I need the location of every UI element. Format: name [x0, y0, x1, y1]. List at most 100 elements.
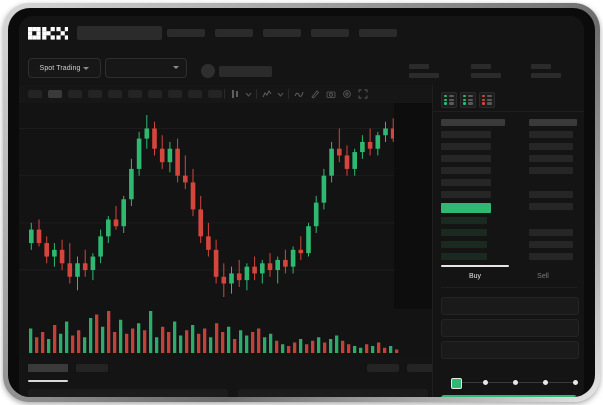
orders-tab-0[interactable] — [28, 364, 68, 372]
pencil-draw-icon[interactable] — [310, 89, 320, 99]
orderbook-size-cell[interactable] — [529, 241, 573, 248]
timeframe-button-5[interactable] — [128, 90, 142, 98]
orderbook-mode-bar — [486, 98, 492, 101]
trading-pair-select[interactable] — [105, 58, 187, 78]
stat-label — [409, 64, 429, 69]
buy-tab-underline — [441, 265, 509, 267]
chevron-down-icon — [83, 66, 90, 70]
chevron-down-icon — [173, 66, 179, 69]
settings-gear-icon[interactable] — [342, 89, 352, 99]
fullscreen-icon[interactable] — [358, 89, 368, 99]
camera-snapshot-icon[interactable] — [326, 89, 336, 99]
indicators-icon[interactable] — [262, 89, 272, 99]
orderbook-mode-bar — [482, 95, 485, 98]
orderbook-ask-row[interactable] — [441, 167, 491, 174]
orderbook-mode-bar — [463, 95, 466, 98]
trendline-icon[interactable] — [294, 89, 304, 99]
orderbook-ask-row[interactable] — [441, 131, 491, 138]
orderbook-ask-row[interactable] — [441, 155, 491, 162]
market-type-label: Spot Trading — [39, 64, 81, 72]
timeframe-button-3[interactable] — [88, 90, 102, 98]
timeframe-button-8[interactable] — [188, 90, 202, 98]
timeframe-button-7[interactable] — [168, 90, 182, 98]
nav-item-2[interactable] — [263, 29, 301, 37]
timeframe-button-4[interactable] — [108, 90, 122, 98]
slider-handle-icon[interactable] — [451, 378, 462, 389]
orderbook-and-order-form: Buy Sell — [432, 85, 584, 397]
orderbook-size-cell[interactable] — [529, 143, 573, 150]
orderbook-ask-row[interactable] — [441, 143, 491, 150]
nav-item-1[interactable] — [215, 29, 253, 37]
stat-value — [531, 73, 561, 78]
device-screen: Spot Trading — [8, 8, 595, 397]
orderbook-last-price-row — [441, 203, 491, 213]
orderbook-mode-bar — [448, 102, 454, 105]
orderbook-ask-row[interactable] — [441, 191, 491, 198]
orderbook-bid-row[interactable] — [441, 241, 487, 248]
orderbook-mode-bar — [444, 102, 447, 105]
timeframe-button-6[interactable] — [148, 90, 162, 98]
tab-sell[interactable]: Sell — [537, 273, 549, 280]
orderbook-size-cell[interactable] — [529, 155, 573, 162]
orderbook-size-cell[interactable] — [529, 167, 573, 174]
order-field-2[interactable] — [441, 341, 579, 359]
orderbook-size-cell[interactable] — [529, 203, 573, 210]
orderbook-ask-row[interactable] — [441, 179, 491, 186]
orders-panel-0 — [28, 389, 228, 397]
orderbook-size-cell[interactable] — [529, 253, 573, 260]
market-stat-1 — [471, 64, 501, 78]
timeframe-button-0[interactable] — [28, 90, 42, 98]
stat-label — [471, 64, 491, 69]
slider-stop-25[interactable] — [482, 380, 488, 385]
nav-item-0[interactable] — [167, 29, 205, 37]
order-field-0[interactable] — [441, 297, 579, 315]
orders-tab-1[interactable] — [76, 364, 108, 372]
market-type-select[interactable]: Spot Trading — [28, 58, 101, 78]
orders-panel-1 — [238, 389, 428, 397]
orderbook-size-cell[interactable] — [529, 191, 573, 198]
toolbar-divider — [224, 89, 225, 99]
orderbook-bids-icon[interactable] — [460, 92, 476, 108]
candlestick-type-icon[interactable] — [230, 89, 240, 99]
timeframe-button-1[interactable] — [48, 90, 62, 98]
okx-logo-icon[interactable] — [28, 27, 68, 40]
orderbook-mode-bar — [448, 95, 454, 98]
top-navigation-bar — [19, 16, 584, 50]
orderbook-size-cell[interactable] — [529, 131, 573, 138]
orderbook-asks-icon[interactable] — [479, 92, 495, 108]
order-amount-slider[interactable] — [451, 378, 578, 389]
stat-value — [471, 73, 501, 78]
stat-label — [531, 64, 551, 69]
orderbook-mode-bar — [467, 102, 473, 105]
orderbook-mode-bar — [467, 98, 473, 101]
orders-action-1[interactable] — [407, 364, 439, 372]
chevron-down-icon[interactable] — [277, 89, 284, 99]
order-field-1[interactable] — [441, 319, 579, 337]
market-sub-toolbar: Spot Trading — [19, 50, 584, 85]
orderbook-bid-row[interactable] — [441, 253, 487, 260]
orderbook-mode-bar — [482, 102, 485, 105]
orderbook-bid-row[interactable] — [441, 229, 487, 236]
orders-action-0[interactable] — [367, 364, 399, 372]
stat-value — [409, 73, 439, 78]
timeframe-button-9[interactable] — [208, 90, 222, 98]
orderbook-both-icon[interactable] — [441, 92, 457, 108]
orderbook-size-cell[interactable] — [529, 119, 577, 126]
slider-stop-75[interactable] — [542, 380, 548, 385]
buy-sell-tabs: Buy Sell — [441, 265, 577, 288]
timeframe-button-2[interactable] — [68, 90, 82, 98]
nav-item-4[interactable] — [359, 29, 397, 37]
orderbook-bid-row[interactable] — [441, 217, 487, 224]
submit-order-button[interactable] — [441, 395, 577, 397]
toolbar-divider — [256, 89, 257, 99]
orderbook-mode-bar — [444, 95, 447, 98]
slider-stop-50[interactable] — [512, 380, 518, 385]
chevron-down-icon[interactable] — [245, 89, 252, 99]
tab-buy[interactable]: Buy — [468, 273, 482, 280]
orderbook-size-cell[interactable] — [529, 229, 573, 236]
orderbook-ask-row[interactable] — [441, 119, 505, 126]
slider-stop-100[interactable] — [572, 380, 578, 385]
brand-search-placeholder[interactable] — [77, 26, 162, 40]
nav-item-3[interactable] — [311, 29, 349, 37]
